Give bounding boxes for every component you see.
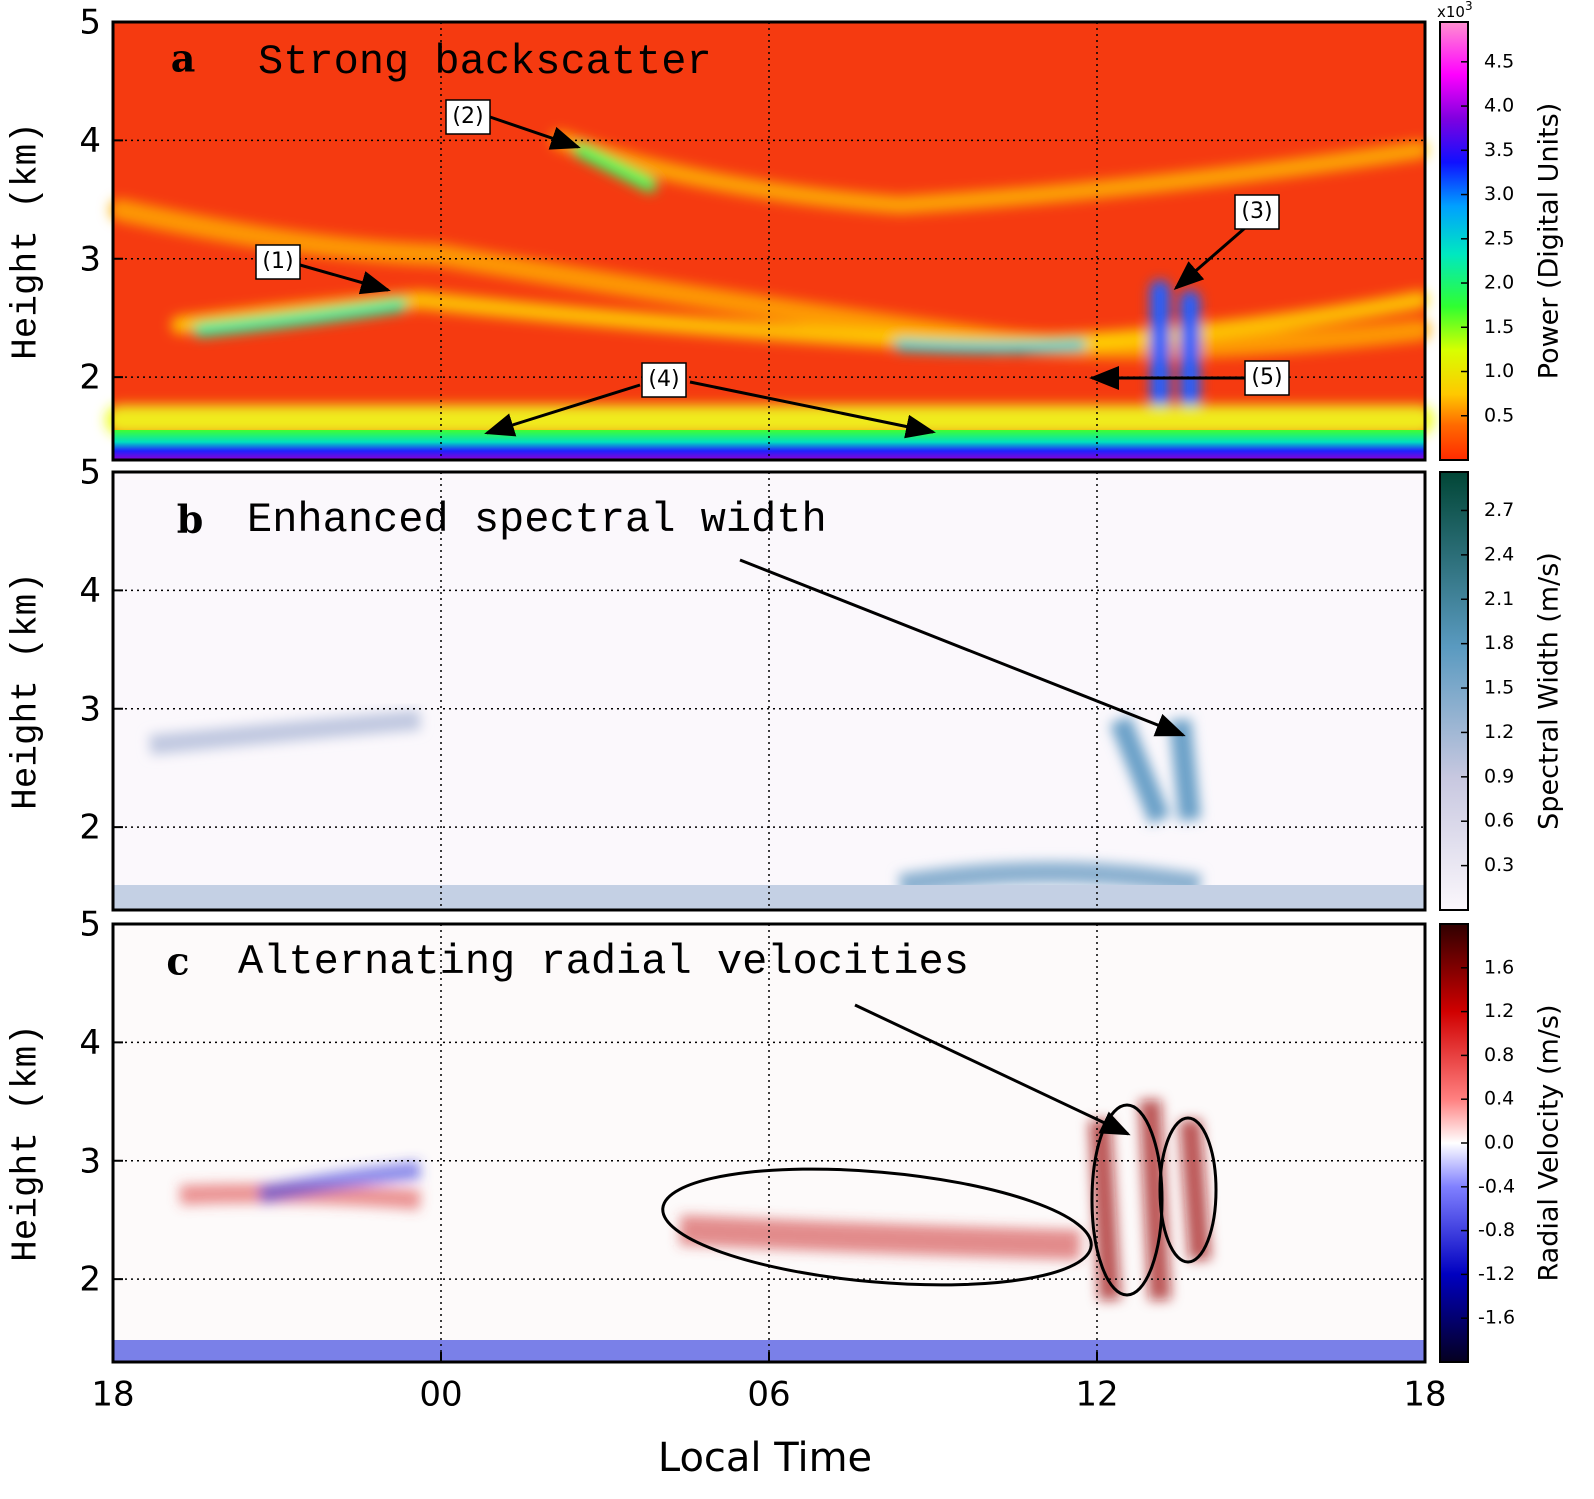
colorbar-tick-label: 0.5 (1484, 404, 1514, 426)
annotation-label: (4) (648, 367, 679, 392)
y-tick-label: 4 (79, 571, 101, 611)
y-tick-label: 3 (79, 689, 101, 729)
annotation-label: (2) (452, 104, 483, 129)
colorbar-label: Spectral Width (m/s) (1534, 552, 1565, 830)
annotation-label: (3) (1241, 199, 1272, 224)
y-tick-label: 2 (79, 358, 101, 398)
colorbar-tick-label: 2.0 (1484, 272, 1514, 294)
colorbar-tick-label: 0.3 (1484, 854, 1514, 876)
colorbar-tick-label: 1.6 (1484, 956, 1514, 978)
multiplier-base: x10 (1437, 3, 1465, 21)
y-axis-label: Height (km) (6, 122, 47, 360)
x-tick-label: 18 (1403, 1375, 1446, 1415)
colorbar-tick-label: 0.8 (1484, 1044, 1514, 1066)
colorbar-tick-label: 4.0 (1484, 95, 1514, 117)
colorbar-tick-label: 1.0 (1484, 360, 1514, 382)
annotation-label: (5) (1251, 365, 1282, 390)
annotation-box (1234, 194, 1280, 230)
panel-letter: a (171, 36, 196, 81)
plot-frame (111, 470, 1427, 912)
y-tick-label: 3 (79, 239, 101, 279)
y-tick-label: 3 (79, 1141, 101, 1181)
colorbar-tick-label: 0.0 (1484, 1132, 1514, 1154)
colorbar-label: Power (Digital Units) (1534, 103, 1565, 379)
colorbar-tick-label: -1.6 (1478, 1307, 1515, 1329)
y-tick-label: 5 (79, 905, 101, 945)
colorbar-tick-label: 1.2 (1484, 1000, 1514, 1022)
y-axis-label: Height (km) (6, 572, 47, 810)
colorbar-tick-label: -1.2 (1478, 1263, 1515, 1285)
colorbar-tick-label: 3.5 (1484, 139, 1514, 161)
colorbar-label: Radial Velocity (m/s) (1534, 1004, 1565, 1281)
colorbar-tick-label: 1.5 (1484, 316, 1514, 338)
colorbar-tick-label: 1.5 (1484, 677, 1514, 699)
annotation-box (1244, 360, 1290, 396)
plot-frame (111, 20, 1427, 462)
colorbar-tick-label: 0.4 (1484, 1088, 1514, 1110)
annotation-box (641, 362, 687, 398)
colorbar-tick-label: 2.4 (1484, 543, 1514, 565)
colorbar-tick-label: 0.6 (1484, 810, 1514, 832)
colorbar-tick-label: -0.4 (1478, 1175, 1515, 1197)
panel-title: Alternating radial velocities (238, 938, 969, 986)
colorbar-tick-label: 4.5 (1484, 50, 1514, 72)
x-tick-label: 12 (1075, 1375, 1118, 1415)
colorbar (1439, 21, 1469, 461)
y-tick-label: 5 (79, 453, 101, 493)
x-axis-label: Local Time (658, 1435, 872, 1481)
colorbar-tick-label: 1.2 (1484, 721, 1514, 743)
annotation-box (255, 244, 301, 280)
colorbar (1439, 471, 1469, 911)
y-tick-label: 5 (79, 3, 101, 43)
annotation-label: (1) (262, 249, 293, 274)
y-tick-label: 4 (79, 1023, 101, 1063)
colorbar-tick-label: 2.7 (1484, 499, 1514, 521)
colorbar-tick-label: 2.5 (1484, 227, 1514, 249)
panel-title: Strong backscatter (258, 38, 712, 86)
y-tick-label: 2 (79, 1260, 101, 1300)
colorbar-tick-label: 2.1 (1484, 588, 1514, 610)
x-tick-label: 18 (91, 1375, 134, 1415)
colorbar-tick-label: -0.8 (1478, 1219, 1515, 1241)
panel-letter: c (166, 939, 189, 984)
colorbar-tick-label: 0.9 (1484, 765, 1514, 787)
x-tick-label: 00 (419, 1375, 462, 1415)
multiplier-exponent: 3 (1465, 0, 1473, 13)
x-tick-label: 06 (747, 1375, 790, 1415)
colorbar-tick-label: 3.0 (1484, 183, 1514, 205)
panel-title: Enhanced spectral width (247, 496, 827, 544)
y-axis-label: Height (km) (6, 1024, 47, 1262)
panel-letter: b (177, 497, 204, 542)
y-tick-label: 2 (79, 808, 101, 848)
colorbar-multiplier: x103 (1437, 0, 1473, 21)
annotation-box (445, 99, 491, 135)
annotation-arrows (299, 115, 1246, 1297)
y-tick-label: 4 (79, 121, 101, 161)
colorbar-tick-label: 1.8 (1484, 632, 1514, 654)
